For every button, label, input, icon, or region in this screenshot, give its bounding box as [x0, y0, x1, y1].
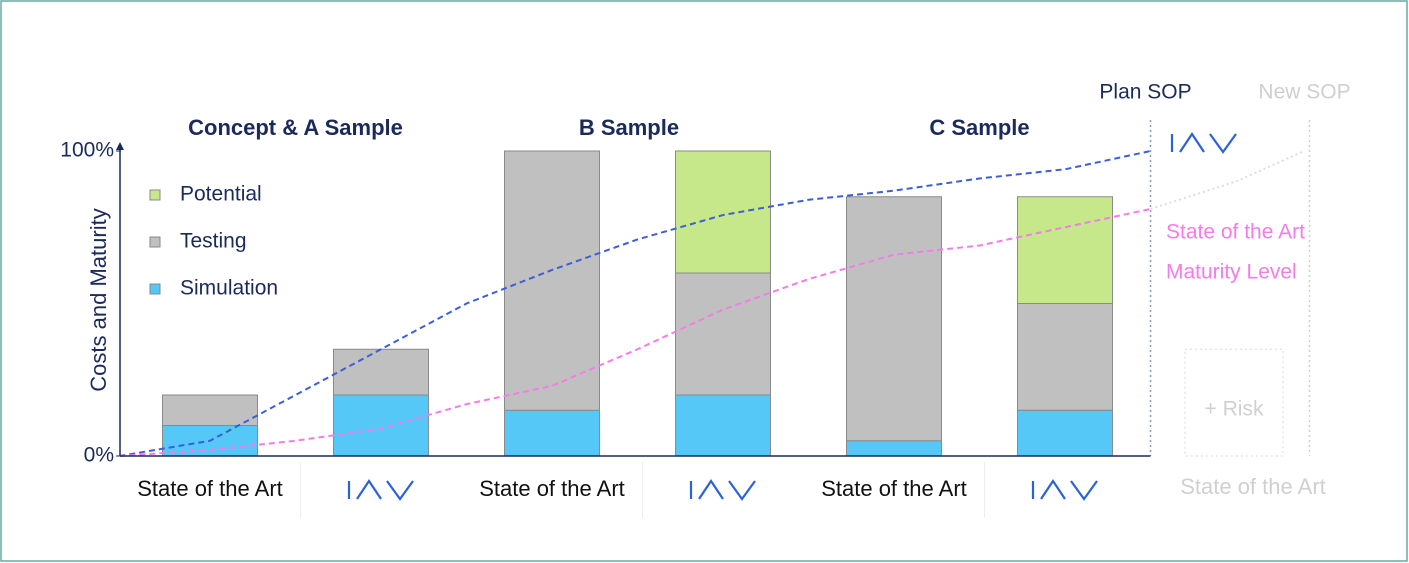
x-tick-label: State of the Art — [821, 476, 967, 501]
y-axis-label: Costs and Maturity — [86, 208, 111, 391]
y-tick-label: 0% — [84, 444, 114, 467]
legend-swatch — [149, 236, 161, 248]
logo — [1170, 132, 1237, 154]
legend-label: Testing — [180, 230, 247, 253]
y-tick-label: 100% — [60, 139, 114, 162]
bar-segment — [675, 272, 771, 396]
category-logo — [1031, 479, 1098, 501]
category-logo — [347, 479, 414, 501]
bar-segment — [1017, 303, 1113, 411]
legend-swatch — [149, 283, 161, 295]
category-logo — [689, 479, 756, 501]
sop-label: Plan SOP — [1099, 81, 1191, 104]
bar-segment — [675, 394, 771, 457]
x-tick-label: State of the Art — [479, 476, 625, 501]
annotation: State of the Art — [1166, 221, 1305, 244]
legend-swatch — [149, 189, 161, 201]
maturity-line — [119, 150, 1151, 457]
group-label: Concept & A Sample — [188, 115, 403, 140]
bar-segment — [675, 150, 771, 274]
legend-label: Potential — [180, 183, 262, 206]
bar-segment — [1017, 196, 1113, 304]
sop-label: New SOP — [1258, 81, 1350, 104]
bar-segment — [333, 348, 429, 396]
maturity-line — [119, 207, 1151, 457]
bar-segment — [846, 196, 942, 442]
group-label: B Sample — [579, 115, 679, 140]
bar-segment — [504, 150, 600, 411]
y-axis-arrow — [116, 142, 124, 150]
legend-label: Simulation — [180, 277, 278, 300]
bar-segment — [1017, 409, 1113, 457]
bar-segment — [162, 394, 258, 426]
risk-label: + Risk — [1205, 398, 1264, 421]
risk-box — [1184, 348, 1284, 457]
group-label: C Sample — [929, 115, 1029, 140]
x-tick-label: State of the Art — [137, 476, 283, 501]
bar-segment — [846, 440, 942, 457]
bar-segment — [333, 394, 429, 457]
future-category: State of the Art — [1180, 474, 1326, 499]
bar-segment — [504, 409, 600, 457]
annotation: Maturity Level — [1166, 261, 1297, 284]
